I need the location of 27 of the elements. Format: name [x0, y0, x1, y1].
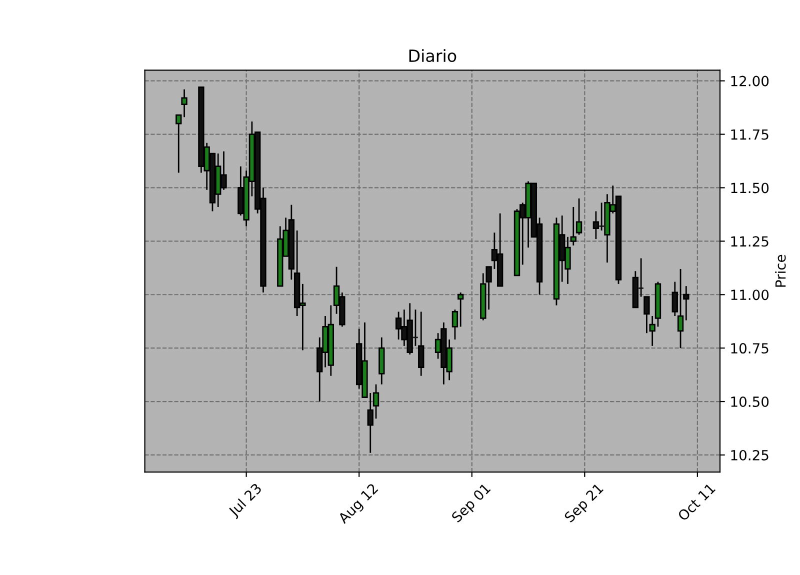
- x-tick-label: Sep 01: [450, 482, 493, 525]
- candlestick: [576, 198, 582, 236]
- candlestick: [372, 384, 380, 420]
- candlestick: [683, 285, 690, 321]
- candlestick: [458, 292, 464, 328]
- x-tick-label: Oct 11: [677, 482, 716, 522]
- y-tick-label: 12.00: [731, 76, 769, 86]
- y-tick-label: 11.75: [731, 129, 768, 140]
- candlestick: [672, 281, 678, 317]
- candlestick: [452, 308, 458, 340]
- candlestick: [570, 206, 576, 246]
- y-tick-label: 10.75: [731, 343, 768, 354]
- x-tick-label: Aug 12: [337, 482, 380, 526]
- candlestick: [418, 311, 424, 377]
- candlestick: [677, 268, 684, 349]
- y-tick-label: 11.50: [731, 182, 769, 194]
- candlestick: [181, 88, 188, 118]
- y-axis-title: Price: [775, 254, 786, 287]
- candlestick: [649, 315, 656, 347]
- y-tick-label: 11.25: [731, 236, 768, 247]
- x-tick-label: Jul 23: [227, 482, 264, 520]
- y-tick-label: 10.50: [731, 396, 769, 407]
- y-tick-label: 10.25: [731, 450, 768, 460]
- y-tick-label: 11.00: [731, 290, 769, 300]
- chart-title: Diario: [409, 49, 456, 62]
- candlestick: [176, 114, 182, 174]
- x-tick-label: Sep 21: [564, 482, 606, 525]
